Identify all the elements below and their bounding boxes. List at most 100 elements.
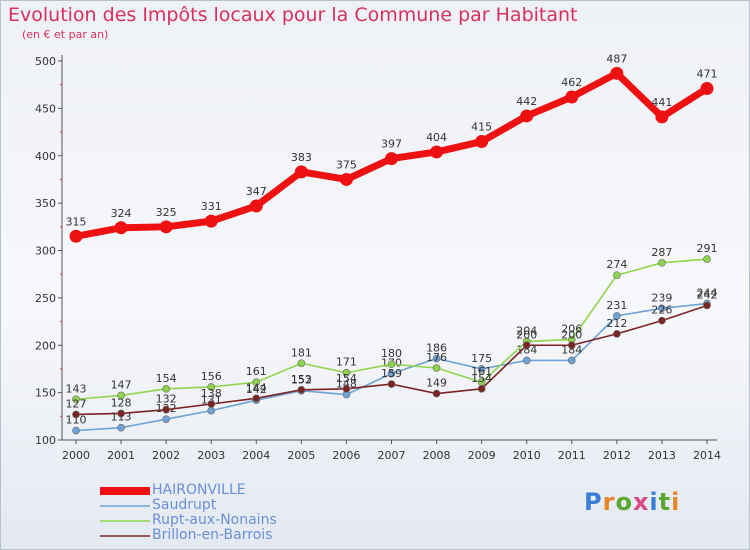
x-tick-label: 2012 bbox=[603, 449, 631, 462]
data-label: 149 bbox=[426, 377, 447, 390]
data-label: 397 bbox=[381, 138, 402, 151]
data-label: 315 bbox=[66, 215, 87, 228]
data-point bbox=[207, 406, 216, 415]
data-label: 148 bbox=[336, 378, 357, 391]
y-tick-label: 100 bbox=[35, 434, 56, 447]
y-tick-label: 200 bbox=[35, 339, 56, 352]
data-label: 415 bbox=[471, 121, 492, 134]
x-tick-label: 2000 bbox=[62, 449, 90, 462]
legend-label: HAIRONVILLE bbox=[152, 482, 246, 498]
x-tick-label: 2006 bbox=[332, 449, 360, 462]
data-label: 159 bbox=[381, 367, 402, 380]
data-label: 171 bbox=[336, 356, 357, 369]
x-tick-label: 2011 bbox=[558, 449, 586, 462]
data-point bbox=[475, 135, 489, 149]
logo-letter: i bbox=[649, 488, 659, 516]
data-label: 212 bbox=[606, 317, 627, 330]
data-point bbox=[430, 145, 444, 159]
data-label: 156 bbox=[201, 370, 222, 383]
data-label: 144 bbox=[246, 381, 267, 394]
chart-subtitle: (en € et par an) bbox=[22, 28, 109, 41]
data-label: 154 bbox=[471, 372, 492, 385]
data-label: 138 bbox=[201, 387, 222, 400]
data-point bbox=[522, 356, 531, 365]
data-label: 181 bbox=[291, 346, 312, 359]
data-label: 331 bbox=[201, 200, 222, 213]
data-label: 239 bbox=[651, 291, 672, 304]
logo-letter: o bbox=[615, 488, 633, 516]
data-label: 383 bbox=[291, 151, 312, 164]
data-point bbox=[162, 385, 170, 393]
data-label: 206 bbox=[561, 323, 582, 336]
data-point bbox=[432, 354, 441, 363]
data-label: 147 bbox=[111, 378, 132, 391]
data-label: 142 bbox=[246, 383, 267, 396]
y-tick-label: 350 bbox=[35, 197, 56, 210]
data-point bbox=[252, 394, 261, 403]
x-tick-label: 2002 bbox=[152, 449, 180, 462]
data-point bbox=[342, 368, 351, 377]
data-label: 200 bbox=[561, 328, 582, 341]
data-label: 152 bbox=[291, 374, 312, 387]
data-point bbox=[342, 385, 351, 393]
data-point bbox=[655, 110, 669, 124]
data-label: 404 bbox=[426, 131, 447, 144]
data-point bbox=[249, 199, 263, 213]
data-point bbox=[117, 423, 125, 432]
data-label: 161 bbox=[471, 365, 492, 378]
data-point bbox=[387, 380, 396, 388]
data-label: 442 bbox=[516, 95, 537, 108]
x-tick-label: 2007 bbox=[378, 449, 406, 462]
logo-letter: t bbox=[658, 488, 672, 516]
data-label: 287 bbox=[651, 246, 672, 259]
legend-swatch-rupt-aux-nonains bbox=[100, 520, 150, 522]
data-point bbox=[477, 385, 486, 393]
data-label: 161 bbox=[246, 365, 267, 378]
data-point bbox=[658, 304, 666, 313]
data-label: 462 bbox=[561, 76, 582, 89]
data-label: 441 bbox=[651, 96, 672, 109]
legend-swatch-haironville bbox=[100, 487, 150, 495]
data-point bbox=[610, 66, 624, 80]
y-tick-label: 150 bbox=[35, 387, 56, 400]
data-label: 132 bbox=[156, 393, 177, 406]
logo-letter: P bbox=[584, 488, 603, 516]
data-label: 127 bbox=[66, 397, 87, 410]
data-point bbox=[520, 109, 534, 123]
y-tick-label: 500 bbox=[35, 55, 56, 68]
data-point bbox=[567, 341, 576, 350]
logo-letter: i bbox=[671, 488, 681, 516]
data-label: 143 bbox=[66, 382, 87, 395]
legend-label: Brillon-en-Barrois bbox=[152, 527, 273, 543]
data-point bbox=[72, 426, 80, 435]
data-label: 291 bbox=[697, 242, 718, 255]
data-point bbox=[613, 312, 621, 320]
data-point bbox=[252, 378, 261, 387]
data-label: 154 bbox=[156, 372, 177, 385]
data-point bbox=[117, 409, 125, 418]
data-label: 375 bbox=[336, 158, 357, 171]
x-tick-label: 2003 bbox=[197, 449, 225, 462]
data-label: 274 bbox=[606, 258, 627, 271]
data-point bbox=[703, 301, 711, 310]
data-point bbox=[69, 229, 83, 243]
legend-swatch-brillon-en-barrois bbox=[100, 535, 150, 537]
chart-title: Evolution des Impôts locaux pour la Comm… bbox=[8, 4, 578, 26]
y-tick-label: 250 bbox=[35, 292, 56, 305]
data-point bbox=[703, 255, 711, 263]
data-point bbox=[387, 369, 396, 378]
data-point bbox=[567, 356, 576, 365]
proxiti-logo: Proxiti bbox=[584, 488, 680, 516]
data-label: 325 bbox=[156, 206, 177, 219]
data-label: 154 bbox=[336, 372, 357, 385]
data-point bbox=[432, 389, 441, 398]
data-point bbox=[114, 221, 128, 235]
data-point bbox=[565, 90, 579, 104]
data-label: 153 bbox=[291, 373, 312, 386]
data-point bbox=[658, 316, 666, 325]
data-point bbox=[297, 359, 306, 368]
data-point bbox=[207, 383, 216, 391]
x-tick-label: 2001 bbox=[107, 449, 135, 462]
y-tick-label: 450 bbox=[35, 102, 56, 115]
data-label: 226 bbox=[651, 304, 672, 317]
